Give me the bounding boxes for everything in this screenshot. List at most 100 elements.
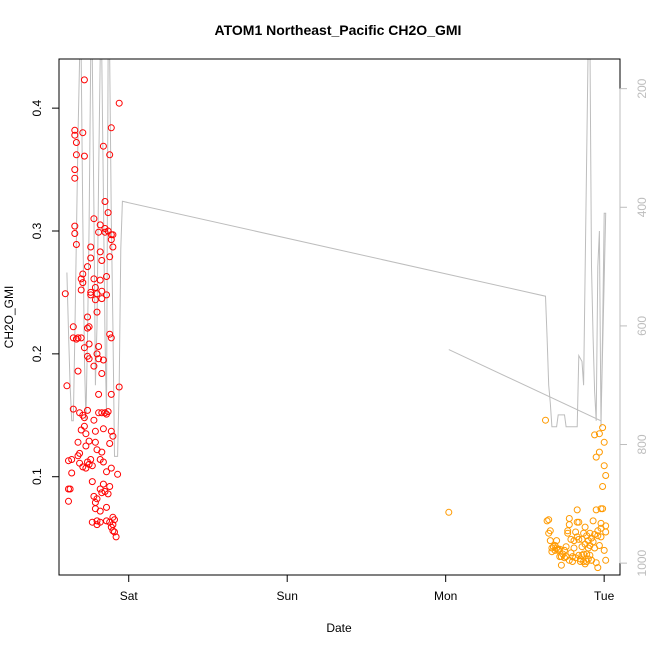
data-point-series-1 <box>93 495 101 503</box>
data-point-series-1 <box>72 241 80 248</box>
data-point-series-1 <box>90 215 98 223</box>
data-point-series-1 <box>90 416 98 424</box>
data-point-series-1 <box>80 152 88 160</box>
y2-tick-label: 400 <box>635 197 649 217</box>
data-point-series-1 <box>104 490 112 498</box>
data-point-series-2 <box>595 430 603 438</box>
data-point-series-1 <box>76 459 84 467</box>
data-point-series-1 <box>115 99 123 107</box>
data-point-series-2 <box>557 561 565 569</box>
data-point-series-1 <box>68 469 76 477</box>
data-point-series-1 <box>90 275 98 283</box>
data-point-series-1 <box>101 409 109 417</box>
data-point-series-2 <box>553 537 561 545</box>
data-point-series-1 <box>93 517 101 525</box>
data-point-series-1 <box>69 334 77 342</box>
data-point-series-1 <box>101 228 109 236</box>
data-point-series-1 <box>106 440 114 447</box>
data-point-series-1 <box>107 124 115 132</box>
data-point-series-1 <box>77 334 85 342</box>
plot-frame <box>58 58 621 576</box>
data-point-series-2 <box>570 544 578 552</box>
data-point-series-1 <box>103 273 110 280</box>
data-point-series-1 <box>96 507 104 515</box>
data-point-series-1 <box>72 151 80 159</box>
data-point-series-2 <box>599 505 607 513</box>
data-point-series-1 <box>93 308 101 316</box>
data-point-series-1 <box>85 437 93 445</box>
data-point-series-2 <box>600 438 608 446</box>
data-point-series-1 <box>103 503 110 511</box>
data-point-series-1 <box>74 334 82 342</box>
data-point-series-2 <box>543 517 551 525</box>
data-point-series-1 <box>107 334 115 342</box>
data-point-series-2 <box>564 529 572 537</box>
data-point-series-2 <box>573 506 581 514</box>
data-point-series-1 <box>114 470 122 478</box>
data-point-series-2 <box>589 538 597 546</box>
data-point-series-2 <box>586 551 594 559</box>
data-point-series-1 <box>85 323 93 331</box>
data-point-series-1 <box>91 284 99 291</box>
data-point-series-1 <box>96 276 104 284</box>
data-point-series-1 <box>98 287 106 295</box>
data-point-series-2 <box>578 535 586 543</box>
data-point-series-1 <box>106 253 114 261</box>
data-point-series-2 <box>589 517 597 525</box>
data-point-series-1 <box>61 290 69 298</box>
data-point-series-1 <box>74 367 82 375</box>
data-point-series-1 <box>99 356 107 364</box>
data-point-series-1 <box>109 432 117 440</box>
x-tick-label: Tue <box>594 589 615 603</box>
data-point-series-2 <box>600 546 608 554</box>
data-point-series-2 <box>545 516 553 524</box>
data-point-series-1 <box>63 382 71 390</box>
data-point-series-2 <box>572 528 580 536</box>
data-point-series-1 <box>98 295 106 303</box>
data-point-series-1 <box>99 458 107 466</box>
data-point-series-1 <box>95 355 103 363</box>
data-point-series-2 <box>548 548 556 556</box>
data-point-series-2 <box>594 532 602 540</box>
data-point-series-1 <box>72 139 80 146</box>
data-point-series-2 <box>594 564 602 572</box>
data-point-series-1 <box>107 390 115 398</box>
data-point-series-2 <box>592 559 600 567</box>
data-point-series-1 <box>79 463 87 471</box>
data-point-series-1 <box>104 209 112 217</box>
data-point-series-1 <box>98 409 106 417</box>
data-point-series-1 <box>98 257 106 264</box>
data-point-series-1 <box>88 478 96 486</box>
data-point-series-1 <box>71 174 79 182</box>
data-point-series-1 <box>82 430 90 438</box>
data-point-series-2 <box>599 483 607 490</box>
data-point-series-1 <box>85 355 93 363</box>
data-point-series-1 <box>99 425 107 433</box>
data-point-series-2 <box>602 556 610 564</box>
data-point-series-1 <box>98 370 106 377</box>
data-point-series-2 <box>575 518 583 526</box>
data-point-series-1 <box>85 340 93 348</box>
data-point-series-2 <box>565 515 573 522</box>
data-point-series-2 <box>586 529 594 537</box>
data-point-series-1 <box>93 350 101 358</box>
data-point-series-1 <box>79 129 87 137</box>
data-point-series-1 <box>84 324 91 332</box>
x-tick-label: Sun <box>277 589 298 603</box>
y-tick-label: 0.2 <box>30 345 44 362</box>
data-point-series-1 <box>111 516 118 524</box>
data-point-series-2 <box>600 462 608 470</box>
y-tick-label: 0.4 <box>30 99 44 116</box>
y2-tick-label: 200 <box>635 78 649 98</box>
data-point-series-1 <box>106 483 114 490</box>
data-point-series-1 <box>109 521 117 529</box>
data-point-series-2 <box>546 527 554 535</box>
y2-tick-label: 600 <box>635 316 649 336</box>
data-point-series-1 <box>74 438 82 446</box>
y-tick-label: 0.3 <box>30 222 44 239</box>
data-point-series-1 <box>115 383 123 391</box>
data-point-series-2 <box>562 543 570 551</box>
data-point-series-2 <box>567 535 575 543</box>
data-point-series-1 <box>103 291 110 299</box>
